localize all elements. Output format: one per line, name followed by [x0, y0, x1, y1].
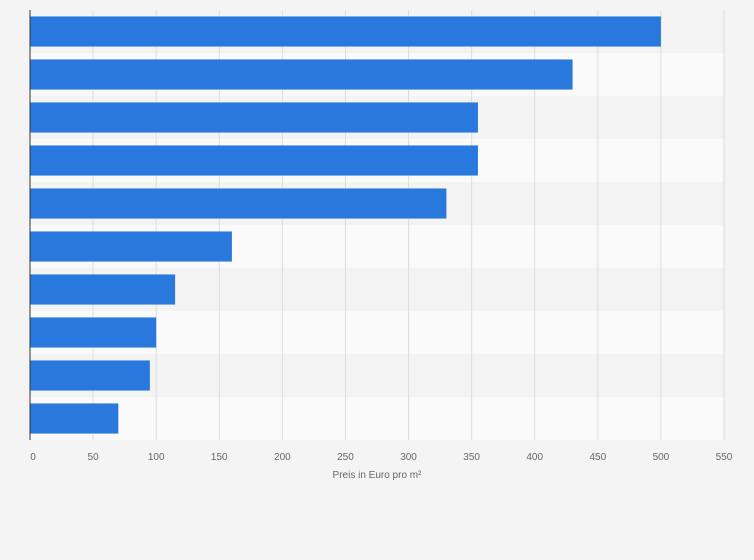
bar [30, 403, 119, 434]
bar [30, 360, 150, 391]
bar [30, 16, 661, 47]
x-tick-label: 0 [30, 452, 36, 463]
bar [30, 188, 447, 219]
x-axis-ticks: 0 50 100 150 200 250 300 350 400 450 500 550 [30, 452, 733, 463]
x-tick-label: 50 [88, 452, 100, 463]
x-tick-label: 550 [716, 452, 733, 463]
x-tick-label: 150 [211, 452, 228, 463]
bar [30, 274, 176, 305]
bar [30, 231, 232, 262]
bar [30, 145, 478, 176]
x-tick-label: 350 [463, 452, 480, 463]
x-tick-label: 500 [653, 452, 670, 463]
x-tick-label: 250 [337, 452, 354, 463]
row-band [30, 397, 724, 440]
bar [30, 102, 478, 133]
bar [30, 317, 157, 348]
x-tick-label: 200 [274, 452, 291, 463]
x-tick-label: 300 [400, 452, 417, 463]
bars [30, 16, 661, 434]
x-axis-title: Preis in Euro pro m² [333, 470, 423, 481]
x-tick-label: 400 [526, 452, 543, 463]
x-tick-label: 450 [589, 452, 606, 463]
bar [30, 59, 573, 90]
x-tick-label: 100 [148, 452, 165, 463]
